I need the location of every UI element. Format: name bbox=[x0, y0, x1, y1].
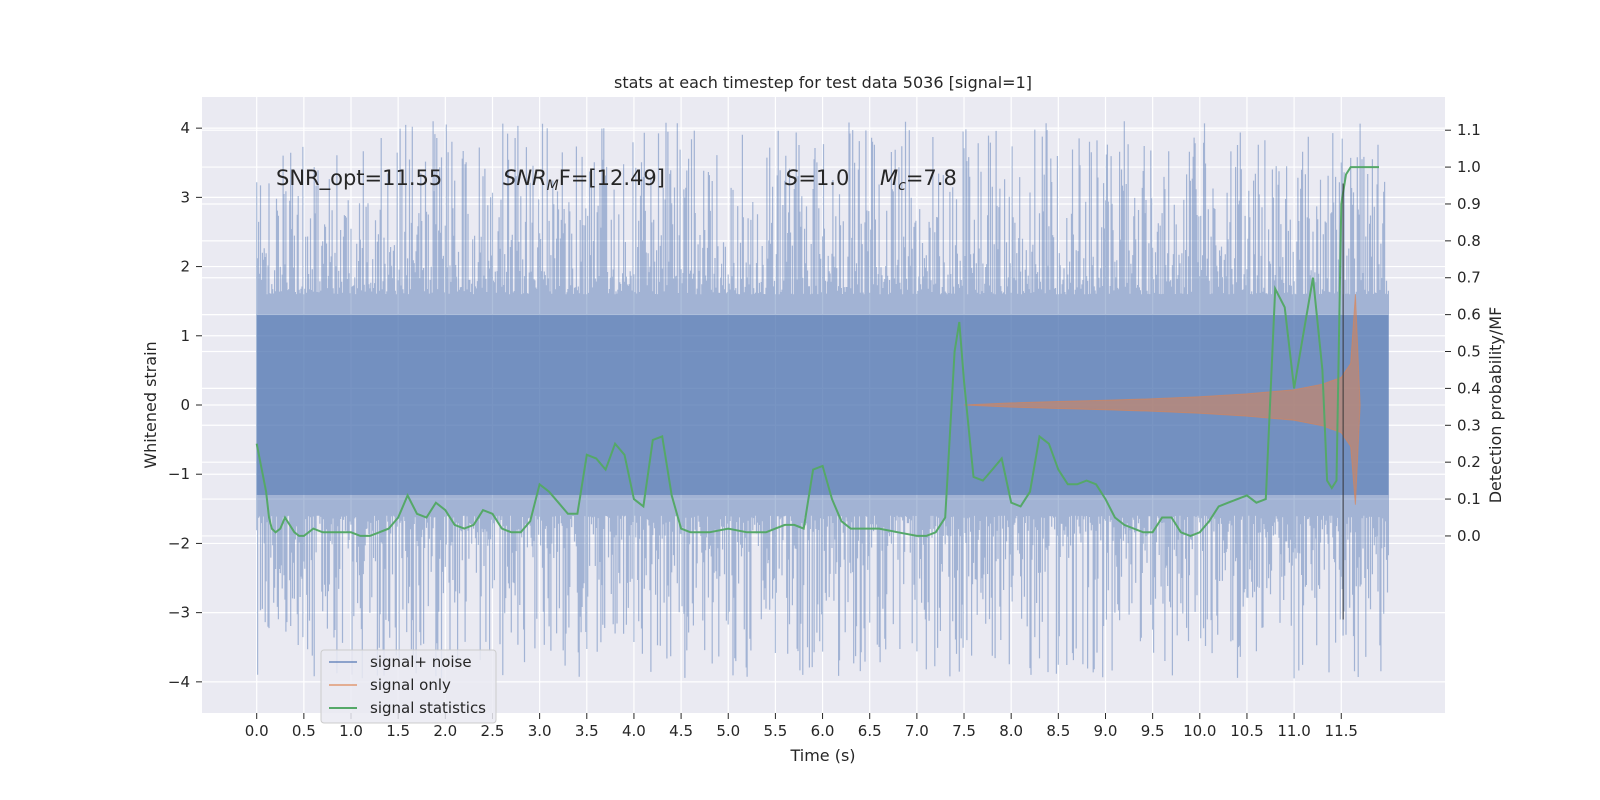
annotation-mc-value: =7.8 bbox=[906, 166, 957, 190]
x-tick-label: 8.5 bbox=[1046, 722, 1070, 740]
signal-statistics-line bbox=[255, 166, 1379, 537]
x-tick-label: 6.0 bbox=[811, 722, 835, 740]
annotation-mc: Mc=7.8 bbox=[880, 166, 957, 194]
x-tick-label: 7.0 bbox=[905, 722, 929, 740]
y-tick-label: 4 bbox=[180, 119, 190, 137]
annotation-s-value: =1.0 bbox=[798, 166, 849, 190]
annotation-s: S=1.0 bbox=[785, 166, 849, 190]
annotation-snr-opt: SNR_opt=11.55 bbox=[276, 166, 442, 191]
x-tick-label: 1.0 bbox=[339, 722, 363, 740]
annotation-snr-mf-symbol: SNR bbox=[503, 166, 547, 190]
y-tick-label: −1 bbox=[168, 465, 190, 483]
x-tick-label: 11.5 bbox=[1325, 722, 1358, 740]
x-tick-label: 11.0 bbox=[1277, 722, 1310, 740]
x-tick-label: 1.5 bbox=[386, 722, 410, 740]
y-tick-label: 1 bbox=[180, 327, 190, 345]
x-tick-label: 4.5 bbox=[669, 722, 693, 740]
x-tick-label: 10.0 bbox=[1183, 722, 1216, 740]
x-tick-label: 2.5 bbox=[481, 722, 505, 740]
x-tick-label: 3.5 bbox=[575, 722, 599, 740]
legend-label-signal-noise: signal+ noise bbox=[370, 653, 472, 671]
series-signal-only bbox=[963, 294, 1361, 505]
y-tick-label: 0 bbox=[180, 396, 190, 414]
x-tick-label: 8.0 bbox=[999, 722, 1023, 740]
legend: signal+ noise signal only signal statist… bbox=[320, 649, 497, 724]
y-tick-label: −2 bbox=[168, 534, 190, 552]
y-tick-label: 3 bbox=[180, 188, 190, 206]
legend-box bbox=[320, 649, 497, 724]
y-axis-title: Whitened strain bbox=[141, 341, 160, 468]
x-axis-ticks: 0.0 0.5 1.0 1.5 2.0 2.5 3.0 3.5 4.0 4.5 5.0 5.5 6.0 6… bbox=[245, 713, 1358, 740]
y-axis-right-title: Detection probability/MF bbox=[1486, 307, 1505, 504]
annotation-snr-mf: SNRMF=[12.49] bbox=[503, 166, 665, 194]
x-tick-label: 5.0 bbox=[716, 722, 740, 740]
y-right-tick-label: 0.2 bbox=[1457, 453, 1481, 471]
x-tick-label: 10.5 bbox=[1230, 722, 1263, 740]
y-right-tick-label: 0.0 bbox=[1457, 527, 1481, 545]
annotation-snr-mf-subscript: M bbox=[547, 178, 559, 194]
y-right-tick-label: 1.1 bbox=[1457, 121, 1481, 139]
x-tick-label: 3.0 bbox=[528, 722, 552, 740]
x-tick-label: 9.5 bbox=[1141, 722, 1165, 740]
y-right-tick-label: 0.4 bbox=[1457, 379, 1481, 397]
x-tick-label: 5.5 bbox=[763, 722, 787, 740]
x-tick-label: 2.0 bbox=[433, 722, 457, 740]
y-right-tick-label: 0.6 bbox=[1457, 306, 1481, 324]
y-right-tick-label: 0.5 bbox=[1457, 343, 1481, 361]
annotation-snr-mf-value: F=[12.49] bbox=[559, 166, 665, 190]
y-axis-ticks: 4 3 2 1 0 −1 −2 −3 −4 bbox=[168, 119, 202, 691]
annotation-mc-subscript: c bbox=[898, 178, 906, 194]
annotations: SNR_opt=11.55 SNRMF=[12.49] S=1.0 Mc=7.8 bbox=[276, 166, 957, 194]
signal-only-envelope bbox=[963, 294, 1361, 505]
x-axis-title: Time (s) bbox=[789, 746, 855, 765]
legend-label-signal-only: signal only bbox=[370, 676, 451, 694]
legend-label-signal-statistics: signal statistics bbox=[370, 699, 486, 717]
x-tick-label: 0.5 bbox=[292, 722, 316, 740]
annotation-mc-symbol: M bbox=[880, 166, 898, 190]
y-right-tick-label: 0.3 bbox=[1457, 416, 1481, 434]
y-right-tick-label: 0.8 bbox=[1457, 232, 1481, 250]
annotation-s-symbol: S bbox=[785, 166, 798, 190]
x-tick-label: 6.5 bbox=[858, 722, 882, 740]
x-tick-label: 9.0 bbox=[1094, 722, 1118, 740]
x-tick-label: 7.5 bbox=[952, 722, 976, 740]
chart-title: stats at each timestep for test data 503… bbox=[614, 73, 1032, 92]
y-axis-right-ticks: 1.1 1.0 0.9 0.8 0.7 0.6 0.5 0.4 0.3 0.2 0.1 0.0 bbox=[1445, 121, 1481, 545]
y-tick-label: −3 bbox=[168, 604, 190, 622]
y-tick-label: 2 bbox=[180, 258, 190, 276]
y-tick-label: −4 bbox=[168, 673, 190, 691]
series-signal-statistics bbox=[255, 166, 1379, 620]
x-tick-label: 4.0 bbox=[622, 722, 646, 740]
y-right-tick-label: 1.0 bbox=[1457, 158, 1481, 176]
y-right-tick-label: 0.9 bbox=[1457, 195, 1481, 213]
y-right-tick-label: 0.7 bbox=[1457, 269, 1481, 287]
y-right-tick-label: 0.1 bbox=[1457, 490, 1481, 508]
x-tick-label: 0.0 bbox=[245, 722, 269, 740]
